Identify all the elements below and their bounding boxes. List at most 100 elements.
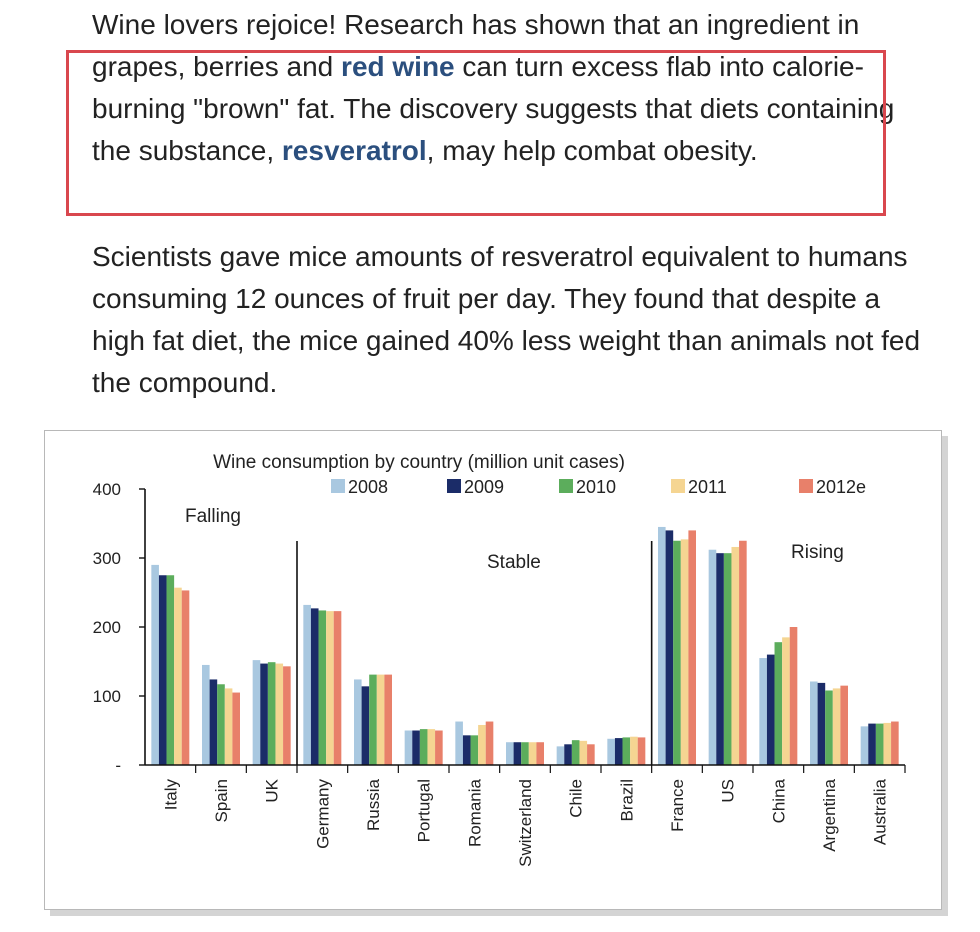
bar-romania-2009 bbox=[462, 735, 471, 765]
bar-us-2011 bbox=[731, 546, 740, 765]
x-label-brazil: Brazil bbox=[617, 779, 636, 822]
legend-swatch-2009 bbox=[447, 479, 461, 493]
bar-switzerland-2010 bbox=[521, 742, 529, 765]
bar-spain-2010 bbox=[217, 684, 225, 765]
bar-switzerland-2012e bbox=[536, 742, 544, 765]
bar-chile-2010 bbox=[571, 740, 580, 765]
bar-chile-2011 bbox=[579, 740, 588, 765]
legend-swatch-2011 bbox=[671, 479, 685, 493]
bar-us-2008 bbox=[708, 549, 717, 765]
bar-russia-2011 bbox=[376, 674, 385, 765]
x-label-spain: Spain bbox=[212, 779, 231, 822]
study-paragraph: Scientists gave mice amounts of resverat… bbox=[92, 241, 921, 398]
chart-frame: Wine consumption by country (million uni… bbox=[44, 430, 942, 910]
legend-label-2008: 2008 bbox=[348, 477, 388, 497]
annotation-falling: Falling bbox=[185, 506, 241, 527]
bar-argentina-2008 bbox=[810, 681, 818, 765]
chart-axes bbox=[144, 489, 905, 766]
legend-swatch-2012e bbox=[799, 479, 813, 493]
bar-uk-2010 bbox=[267, 662, 276, 765]
bar-france-2011 bbox=[680, 539, 689, 765]
bar-australia-2010 bbox=[875, 723, 884, 765]
bar-france-2008 bbox=[658, 526, 666, 765]
highlight-box bbox=[66, 50, 886, 216]
bar-russia-2008 bbox=[354, 679, 362, 765]
x-label-argentina: Argentina bbox=[820, 778, 839, 851]
bar-spain-2009 bbox=[209, 679, 218, 765]
bar-russia-2009 bbox=[361, 686, 370, 765]
bar-portugal-2010 bbox=[419, 729, 428, 765]
bar-chile-2008 bbox=[556, 746, 565, 765]
bar-brazil-2010 bbox=[622, 737, 631, 765]
bar-brazil-2008 bbox=[607, 738, 615, 765]
bar-argentina-2010 bbox=[825, 690, 833, 765]
chart-legend: 2008 2009 2010 2011 2012e bbox=[331, 477, 866, 497]
bar-australia-2008 bbox=[860, 726, 869, 765]
bar-spain-2012e bbox=[232, 692, 240, 765]
bar-china-2010 bbox=[774, 642, 783, 765]
x-label-romania: Romania bbox=[465, 778, 484, 847]
bar-italy-2011 bbox=[174, 587, 182, 765]
x-label-chile: Chile bbox=[567, 779, 586, 818]
bar-series bbox=[151, 526, 899, 765]
bar-argentina-2009 bbox=[817, 682, 826, 765]
red-wine-link[interactable]: red wine bbox=[341, 51, 455, 82]
x-label-france: France bbox=[668, 779, 687, 832]
bar-us-2009 bbox=[716, 553, 724, 765]
bar-germany-2008 bbox=[303, 604, 311, 765]
x-label-switzerland: Switzerland bbox=[516, 779, 535, 867]
bar-italy-2008 bbox=[151, 564, 159, 765]
bar-russia-2010 bbox=[369, 674, 377, 765]
legend-swatch-2010 bbox=[559, 479, 573, 493]
bar-portugal-2009 bbox=[412, 730, 420, 765]
y-axis-ticks: 400 300 200 100 - bbox=[93, 480, 145, 775]
bar-uk-2009 bbox=[260, 663, 268, 765]
intro-text-1: Wine lovers rejoice! Research has shown … bbox=[92, 9, 860, 82]
y-tick-label: - bbox=[115, 756, 121, 775]
bar-us-2010 bbox=[723, 553, 732, 765]
bar-brazil-2012e bbox=[637, 737, 646, 765]
bar-germany-2012e bbox=[333, 611, 342, 765]
bar-uk-2008 bbox=[252, 660, 261, 765]
resveratrol-link[interactable]: resveratrol bbox=[281, 135, 427, 166]
bar-france-2012e bbox=[688, 530, 696, 765]
x-label-us: US bbox=[719, 779, 738, 803]
x-label-australia: Australia bbox=[871, 778, 890, 845]
bar-italy-2012e bbox=[181, 590, 190, 765]
x-label-russia: Russia bbox=[364, 778, 383, 831]
bar-argentina-2012e bbox=[840, 685, 848, 765]
bar-romania-2008 bbox=[455, 721, 463, 765]
bar-france-2009 bbox=[665, 530, 674, 765]
intro-text-3: , may help combat obesity. bbox=[426, 135, 758, 166]
wine-consumption-chart: Wine consumption by country (million uni… bbox=[93, 452, 906, 867]
bar-uk-2012e bbox=[283, 666, 291, 765]
bar-china-2011 bbox=[782, 637, 790, 765]
bar-italy-2010 bbox=[166, 575, 175, 765]
legend-label-2010: 2010 bbox=[576, 477, 616, 497]
bar-portugal-2011 bbox=[427, 729, 436, 765]
bar-australia-2009 bbox=[868, 723, 876, 765]
bar-brazil-2011 bbox=[630, 736, 638, 765]
bar-portugal-2008 bbox=[404, 730, 413, 765]
bar-uk-2011 bbox=[275, 663, 284, 765]
bar-romania-2011 bbox=[478, 724, 486, 765]
bar-romania-2010 bbox=[470, 735, 479, 765]
bar-france-2010 bbox=[673, 540, 681, 765]
y-tick-label: 100 bbox=[93, 687, 121, 706]
x-axis-labels: Italy Spain UK Germany Russia Portugal Romania… bbox=[161, 765, 906, 867]
bar-australia-2011 bbox=[883, 722, 892, 765]
bar-russia-2012e bbox=[384, 674, 392, 765]
bar-us-2012e bbox=[739, 540, 747, 765]
bar-germany-2010 bbox=[318, 610, 327, 765]
x-label-portugal: Portugal bbox=[415, 779, 434, 842]
bar-spain-2011 bbox=[224, 688, 233, 765]
x-label-italy: Italy bbox=[161, 779, 180, 811]
bar-chile-2009 bbox=[564, 744, 572, 765]
bar-chile-2012e bbox=[587, 744, 595, 765]
legend-label-2009: 2009 bbox=[464, 477, 504, 497]
bar-switzerland-2009 bbox=[513, 742, 522, 765]
x-label-china: China bbox=[769, 778, 788, 823]
bar-australia-2012e bbox=[891, 721, 899, 765]
x-label-uk: UK bbox=[263, 778, 282, 802]
legend-label-2011: 2011 bbox=[688, 477, 727, 497]
